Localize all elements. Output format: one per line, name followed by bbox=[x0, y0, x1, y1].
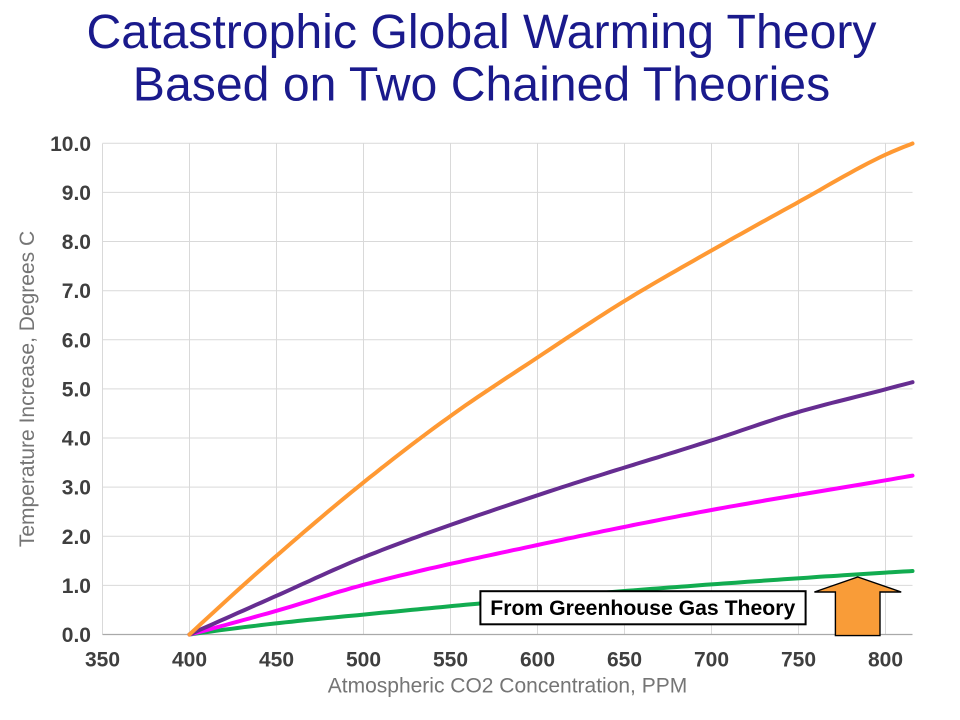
svg-text:Atmospheric CO2 Concentration,: Atmospheric CO2 Concentration, PPM bbox=[328, 675, 687, 698]
svg-text:10.0: 10.0 bbox=[50, 133, 91, 156]
svg-text:4.0: 4.0 bbox=[62, 428, 91, 451]
svg-text:9.0: 9.0 bbox=[62, 182, 91, 205]
svg-text:650: 650 bbox=[607, 649, 642, 672]
svg-text:1.0: 1.0 bbox=[62, 575, 91, 598]
svg-text:Catastrophic Global Warming Th: Catastrophic Global Warming Theory bbox=[86, 5, 876, 59]
svg-text:550: 550 bbox=[433, 649, 468, 672]
svg-text:0.0: 0.0 bbox=[62, 624, 91, 647]
svg-text:8.0: 8.0 bbox=[62, 231, 91, 254]
svg-text:600: 600 bbox=[520, 649, 555, 672]
svg-text:Temperature Increase, Degrees: Temperature Increase, Degrees C bbox=[16, 231, 39, 547]
svg-text:350: 350 bbox=[85, 649, 120, 672]
svg-text:3.0: 3.0 bbox=[62, 477, 91, 500]
svg-text:2.0: 2.0 bbox=[62, 526, 91, 549]
svg-text:From Greenhouse Gas Theory: From Greenhouse Gas Theory bbox=[490, 597, 795, 620]
svg-text:7.0: 7.0 bbox=[62, 280, 91, 303]
svg-text:Based on Two Chained Theories: Based on Two Chained Theories bbox=[133, 57, 830, 111]
svg-text:750: 750 bbox=[781, 649, 816, 672]
svg-text:400: 400 bbox=[172, 649, 207, 672]
svg-text:450: 450 bbox=[259, 649, 294, 672]
svg-text:5.0: 5.0 bbox=[62, 378, 91, 401]
svg-text:700: 700 bbox=[694, 649, 729, 672]
svg-text:6.0: 6.0 bbox=[62, 329, 91, 352]
svg-text:500: 500 bbox=[346, 649, 381, 672]
svg-text:800: 800 bbox=[868, 649, 903, 672]
